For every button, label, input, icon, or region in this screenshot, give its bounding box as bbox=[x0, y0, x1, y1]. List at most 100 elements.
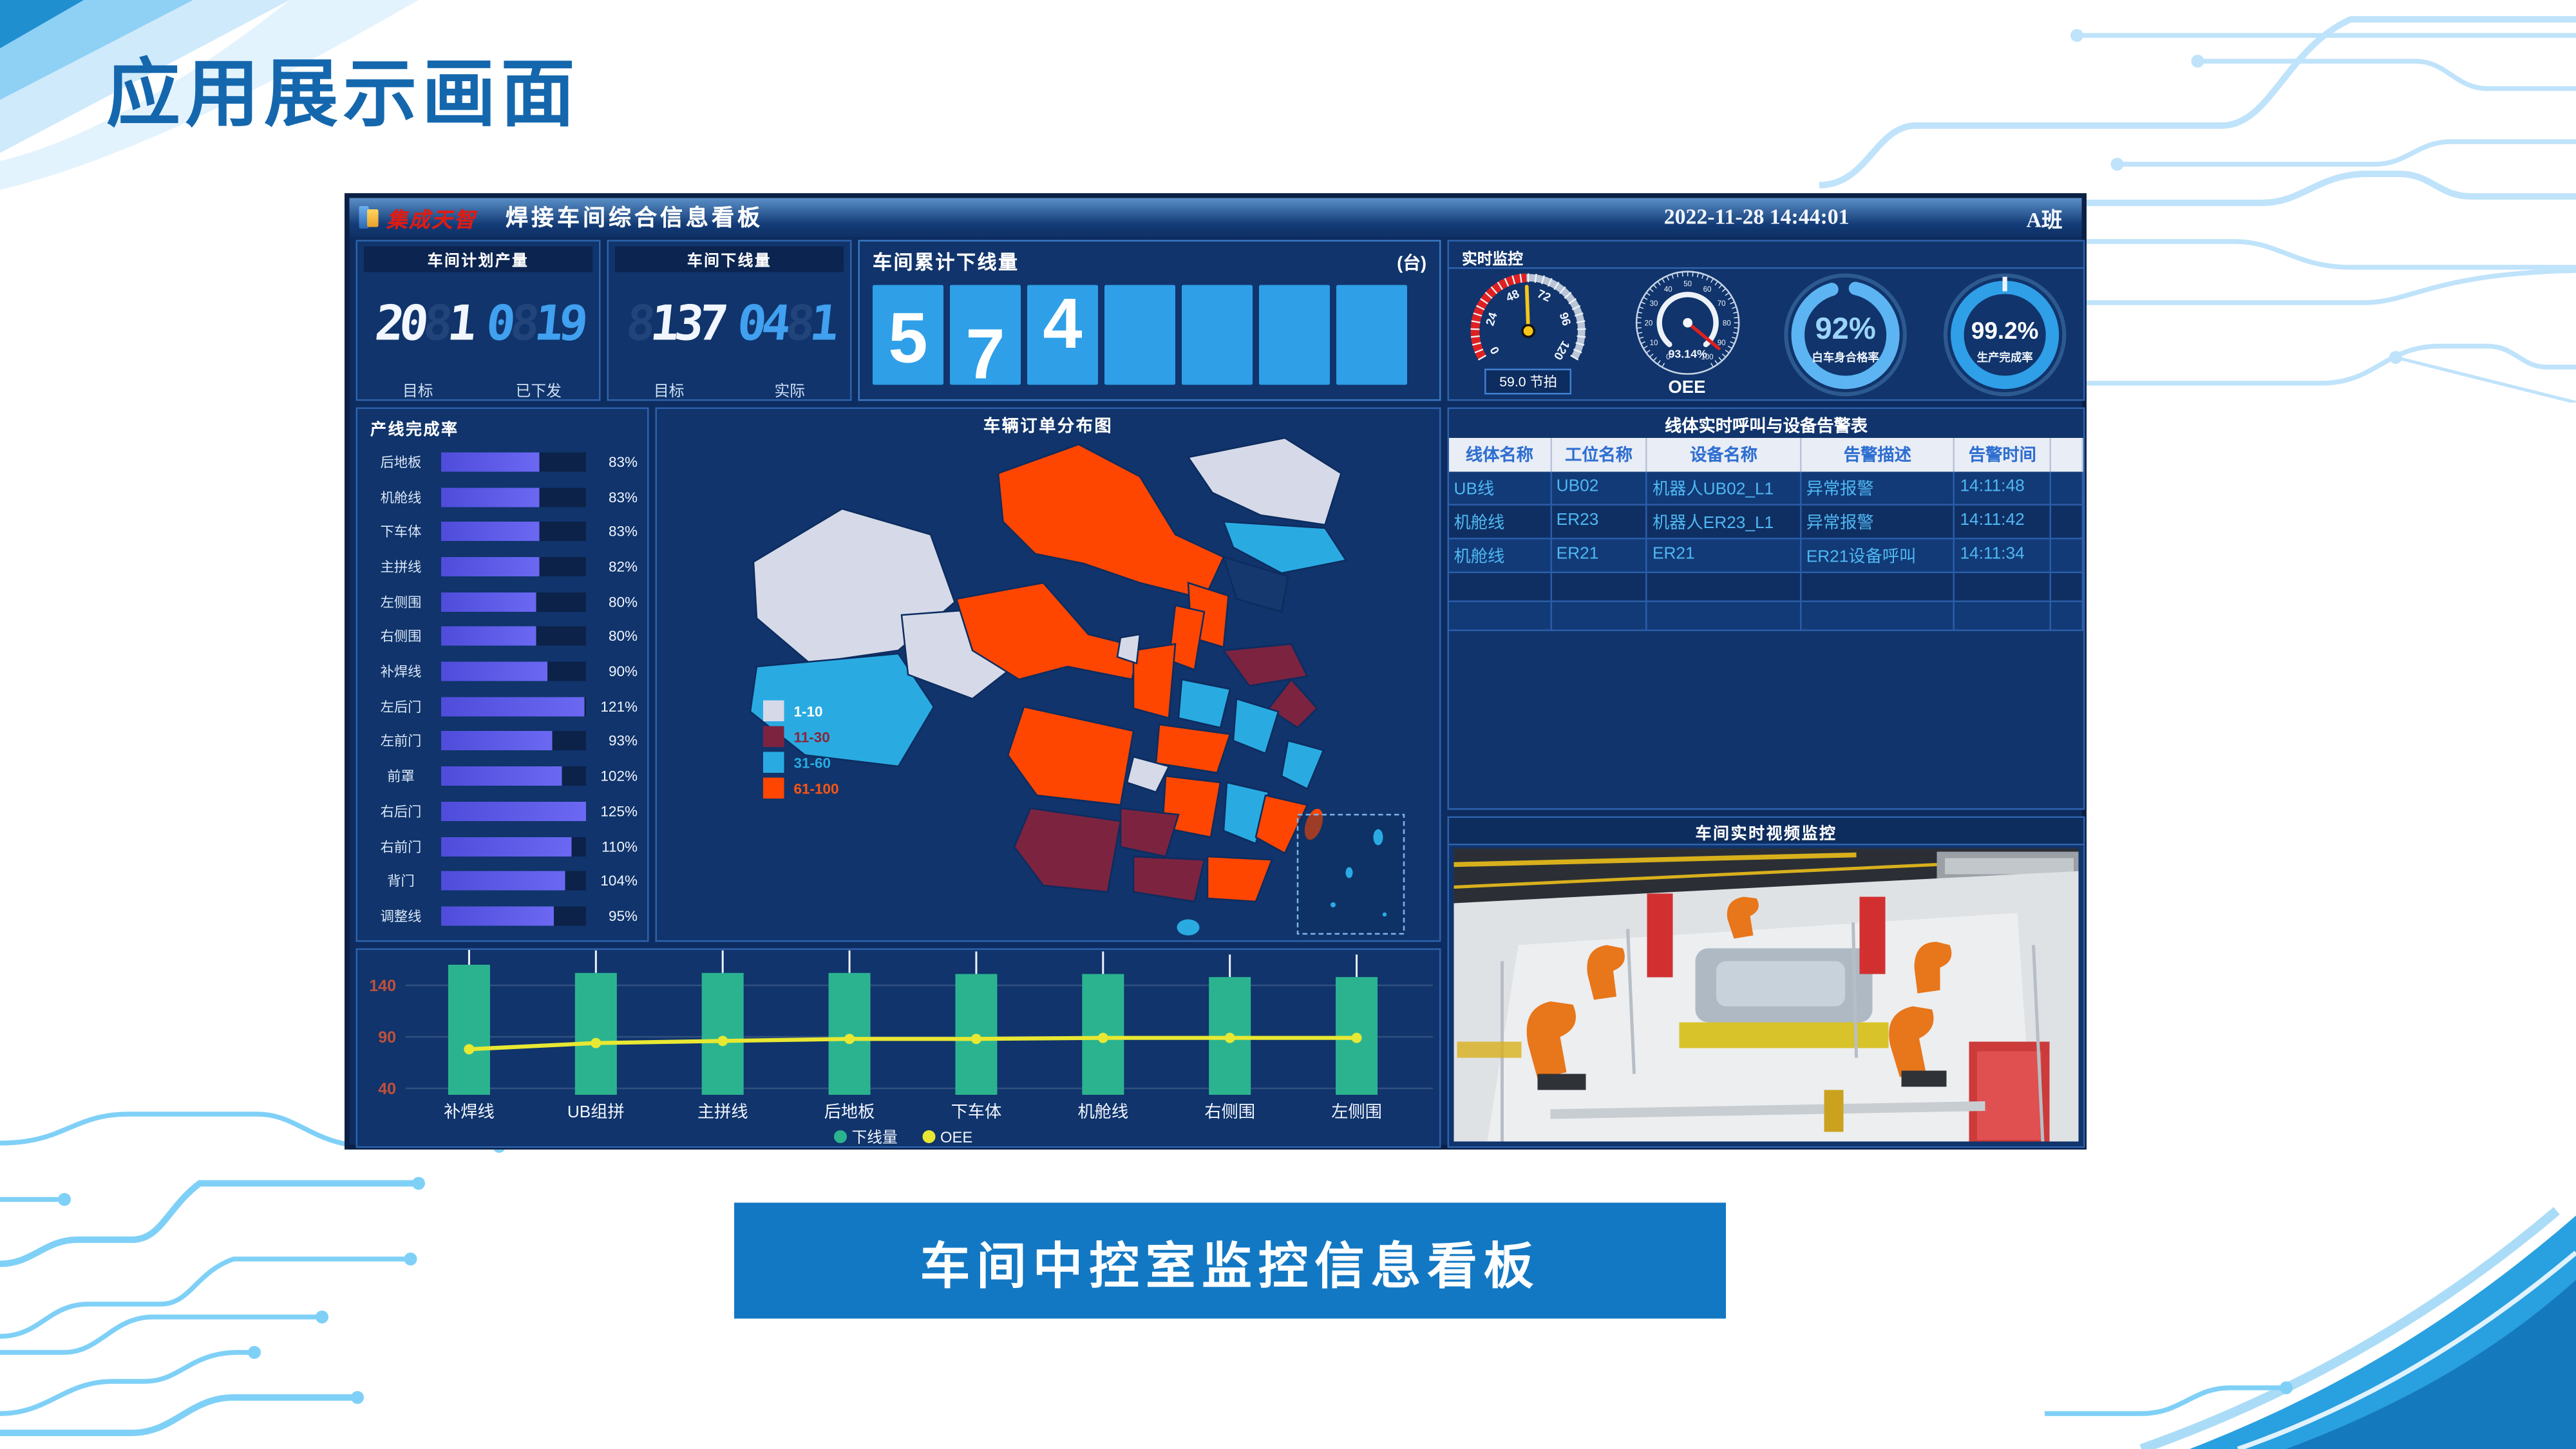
seven-seg-digit: 8 bbox=[622, 296, 658, 353]
svg-text:左侧围: 左侧围 bbox=[1331, 1102, 1382, 1121]
plan-output-title: 车间计划产量 bbox=[364, 246, 592, 272]
map-legend-item: 11-30 bbox=[763, 726, 839, 747]
alarm-column-header: 告警描述 bbox=[1801, 438, 1956, 472]
completion-bar-track bbox=[441, 627, 586, 647]
datetime-display: 2022-11-28 14:44:01 bbox=[1663, 204, 1850, 229]
completion-row: 主拼线 82% bbox=[367, 556, 638, 578]
alarm-table-cell: UB02 bbox=[1551, 471, 1648, 506]
svg-text:主拼线: 主拼线 bbox=[697, 1102, 748, 1121]
alarm-table-cell bbox=[1955, 573, 2052, 602]
flip-counter-cell bbox=[1104, 285, 1175, 385]
alarm-table-row: 机舱线 ER21 ER21 ER21设备呼叫 14:11:34 bbox=[1449, 539, 2083, 573]
alarm-table-cell: 机器人UB02_L1 bbox=[1647, 471, 1802, 506]
completion-bar-fill bbox=[441, 487, 540, 507]
map-legend-item: 61-100 bbox=[763, 777, 839, 799]
svg-text:40: 40 bbox=[378, 1080, 396, 1098]
svg-text:90: 90 bbox=[1717, 339, 1725, 347]
offline-target-label: 目标 bbox=[653, 383, 685, 401]
dashboard-header: 集成天智 焊接车间综合信息看板 2022-11-28 14:44:01 A班 bbox=[349, 198, 2082, 237]
svg-text:24: 24 bbox=[1482, 310, 1500, 328]
alarm-table-cell bbox=[2051, 602, 2083, 631]
alarm-table-cell: 14:11:42 bbox=[1955, 506, 2052, 540]
dashboard: 集成天智 焊接车间综合信息看板 2022-11-28 14:44:01 A班 车… bbox=[345, 193, 2087, 1150]
completion-bar-fill bbox=[441, 556, 539, 576]
completion-bar-fill bbox=[441, 627, 536, 647]
map-legend-item: 31-60 bbox=[763, 752, 839, 773]
svg-text:下车体: 下车体 bbox=[951, 1102, 1002, 1121]
svg-text:48: 48 bbox=[1504, 287, 1521, 304]
total-offline-unit: (台) bbox=[1397, 253, 1426, 273]
svg-text:机舱线: 机舱线 bbox=[1077, 1102, 1128, 1121]
completion-ring: 99.2% 生产完成率 bbox=[1925, 269, 2083, 400]
line-output-oee-chart-panel: 140 90 40 补焊线 UB组拼 主拼线 后地板 下车体 机舱线 右侧围 左侧围 下线量 OEE bbox=[355, 948, 1441, 1148]
alarm-column-header: 工位名称 bbox=[1551, 438, 1648, 472]
alarm-table-cell: ER23 bbox=[1551, 506, 1648, 540]
svg-text:20: 20 bbox=[1643, 319, 1652, 327]
flip-counter-cell: 4 bbox=[1027, 285, 1098, 385]
completion-bar-track bbox=[441, 801, 586, 821]
completion-bar-fill bbox=[441, 592, 536, 612]
company-logo-icon bbox=[359, 206, 381, 229]
alarm-table-row bbox=[1449, 602, 2083, 631]
svg-text:100: 100 bbox=[1700, 354, 1712, 361]
oee-gauge: 0 10 20 30 40 50 60 70 80 90 100 93.14% OEE bbox=[1607, 269, 1766, 400]
svg-text:后地板: 后地板 bbox=[824, 1102, 875, 1121]
svg-text:140: 140 bbox=[369, 977, 396, 995]
offline-actual-label: 实际 bbox=[774, 383, 805, 401]
completion-bar-fill bbox=[441, 661, 549, 681]
workshop-video-illustration bbox=[1454, 848, 2079, 1142]
alarm-table-cell bbox=[2051, 506, 2083, 540]
completion-bar-track bbox=[441, 487, 586, 507]
completion-bar-fill bbox=[441, 732, 552, 752]
svg-text:50: 50 bbox=[1683, 281, 1691, 289]
completion-row: 背门 104% bbox=[367, 871, 638, 892]
alarm-table-row: 机舱线 ER23 机器人ER23_L1 异常报警 14:11:42 bbox=[1449, 506, 2083, 540]
flip-counter-cell: 5 bbox=[873, 285, 943, 385]
svg-text:下线量: 下线量 bbox=[852, 1129, 898, 1146]
alarm-column-header-spacer bbox=[2051, 438, 2084, 472]
alarm-column-header: 线体名称 bbox=[1449, 438, 1552, 472]
svg-text:80: 80 bbox=[1722, 319, 1730, 327]
completion-bar-fill bbox=[441, 801, 586, 821]
seven-seg-digit: 2 bbox=[371, 296, 407, 353]
completion-row: 左后门 121% bbox=[367, 696, 638, 717]
completion-bar-track bbox=[441, 732, 586, 752]
shift-badge: A班 bbox=[2026, 207, 2063, 231]
alarm-table-cell: 机舱线 bbox=[1449, 506, 1552, 540]
takt-value-box: 59.0 节拍 bbox=[1484, 368, 1572, 395]
map-legend-swatch bbox=[763, 700, 784, 721]
completion-row: 右侧围 80% bbox=[367, 626, 638, 647]
alarm-table-cell: 机舱线 bbox=[1449, 539, 1552, 573]
alarm-table-panel: 线体实时呼叫与设备告警表 线体名称 工位名称 设备名称 告警描述 告警时间 UB线 UB02… bbox=[1447, 407, 2085, 810]
completion-row: 左前门 93% bbox=[367, 731, 638, 752]
realtime-monitor-title: 实时监控 bbox=[1462, 251, 1524, 269]
line-completion-title: 产线完成率 bbox=[370, 422, 459, 440]
completion-bar-fill bbox=[441, 836, 572, 856]
map-legend-item: 1-10 bbox=[763, 700, 839, 721]
completion-bar-track bbox=[441, 452, 586, 472]
completion-row: 左侧围 80% bbox=[367, 591, 638, 612]
completion-bar-track bbox=[441, 522, 586, 542]
completion-bar-track bbox=[441, 836, 586, 856]
realtime-monitor-panel: 实时监控 0 24 48 72 96 120 59.0 节拍 0 10 20 30 40 50 60 7… bbox=[1447, 240, 2085, 401]
plan-target-label: 目标 bbox=[402, 383, 433, 401]
alarm-table-row: UB线 UB02 机器人UB02_L1 异常报警 14:11:48 bbox=[1449, 471, 2083, 506]
svg-text:补焊线: 补焊线 bbox=[444, 1102, 495, 1121]
svg-text:93.14%: 93.14% bbox=[1667, 348, 1706, 361]
alarm-table-cell bbox=[2051, 539, 2083, 573]
alarm-table-cell bbox=[1647, 573, 1802, 602]
plan-issued-label: 已下发 bbox=[515, 383, 562, 401]
svg-text:92%: 92% bbox=[1815, 311, 1875, 345]
flip-counter-cell bbox=[1182, 285, 1253, 385]
video-panel-title: 车间实时视频监控 bbox=[1449, 818, 2083, 846]
alarm-table-cell: 14:11:34 bbox=[1955, 539, 2052, 573]
alarm-table-cell bbox=[1551, 602, 1648, 631]
company-logo-text: 集成天智 bbox=[386, 207, 477, 231]
video-feed bbox=[1454, 848, 2079, 1142]
seven-seg-digit: 0 bbox=[482, 296, 518, 353]
alarm-table-cell: 14:11:48 bbox=[1955, 471, 2052, 506]
alarm-table-cell: ER21设备呼叫 bbox=[1801, 539, 1955, 573]
alarm-column-header: 告警时间 bbox=[1955, 438, 2052, 472]
completion-bar-track bbox=[441, 871, 586, 891]
